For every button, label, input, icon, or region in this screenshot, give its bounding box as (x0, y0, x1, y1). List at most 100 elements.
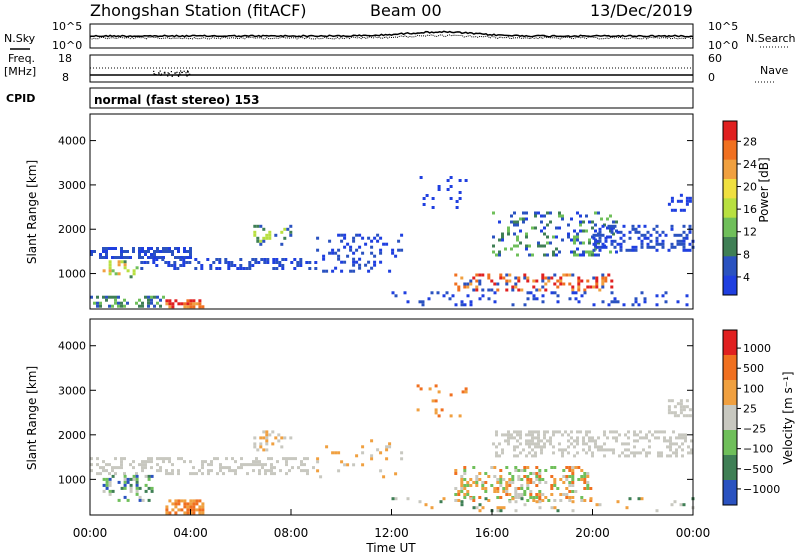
heatmap-cell (264, 463, 267, 467)
heatmap-cell (637, 497, 641, 501)
heatmap-cell (150, 256, 153, 259)
heatmap-cell (267, 457, 270, 461)
heatmap-cell (391, 251, 395, 255)
x-tick-label: 08:00 (274, 526, 309, 540)
heatmap-cell (458, 197, 462, 200)
heatmap-cell (565, 493, 569, 496)
heatmap-cell (646, 230, 650, 234)
heatmap-cell (316, 460, 320, 464)
heatmap-cell (682, 242, 686, 246)
colorbar-tick-label: 8 (743, 248, 750, 261)
heatmap-cell (654, 436, 657, 440)
heatmap-cell (526, 481, 530, 484)
heatmap-cell (519, 430, 522, 434)
heatmap-cell (616, 230, 620, 234)
heatmap-cell (224, 258, 228, 261)
heatmap-cell (239, 264, 243, 267)
heatmap-cell (105, 256, 108, 259)
heatmap-cell (463, 303, 467, 307)
heatmap-cell (185, 261, 189, 264)
heatmap-cell (155, 264, 159, 267)
heatmap-cell (394, 497, 398, 501)
heatmap-cell (201, 466, 204, 470)
heatmap-cell (553, 506, 557, 510)
heatmap-cell (586, 472, 590, 475)
heatmap-cell (274, 436, 278, 440)
heatmap-cell (102, 477, 106, 481)
heatmap-cell (376, 233, 380, 237)
heatmap-cell (352, 239, 356, 243)
heatmap-cell (568, 469, 572, 472)
y-tick-label: 3000 (58, 384, 86, 397)
heatmap-cell (690, 439, 693, 443)
heatmap-cell (571, 273, 575, 277)
heatmap-cell (679, 402, 683, 406)
heatmap-cell (681, 448, 684, 452)
heatmap-cell (649, 239, 653, 243)
heatmap-cell (303, 469, 306, 473)
heatmap-cell (159, 466, 162, 470)
heatmap-cell (138, 498, 142, 502)
heatmap-cell (559, 478, 563, 481)
heatmap-cell (152, 261, 156, 264)
heatmap-cell (634, 227, 638, 231)
heatmap-cell (571, 291, 575, 295)
heatmap-cell (120, 457, 123, 461)
heatmap-cell (475, 478, 479, 481)
heatmap-cell (102, 466, 105, 470)
heatmap-cell (565, 496, 569, 499)
heatmap-cell (664, 291, 668, 295)
heatmap-cell (138, 256, 141, 259)
heatmap-cell (379, 236, 383, 240)
heatmap-cell (586, 487, 590, 490)
heatmap-cell (457, 490, 461, 493)
heatmap-cell (643, 224, 647, 228)
heatmap-cell (337, 254, 341, 258)
heatmap-cell (628, 248, 632, 252)
nave-dropout-dot (168, 73, 170, 75)
colorbar-segment (723, 480, 737, 506)
heatmap-cell (562, 469, 566, 472)
heatmap-cell (150, 460, 153, 464)
heatmap-cell (123, 472, 126, 476)
heatmap-cell (123, 298, 126, 302)
heatmap-cell (534, 451, 537, 455)
heatmap-cell (159, 256, 162, 259)
heatmap-cell (487, 499, 491, 502)
heatmap-cell (460, 487, 464, 490)
heatmap-cell (585, 250, 588, 254)
heatmap-cell (594, 445, 597, 449)
heatmap-cell (685, 399, 689, 403)
heatmap-cell (236, 267, 240, 270)
heatmap-cell (576, 436, 579, 440)
heatmap-cell (687, 451, 690, 455)
heatmap-cell (637, 230, 641, 234)
heatmap-cell (385, 457, 389, 461)
heatmap-cell (105, 298, 108, 302)
heatmap-cell (466, 490, 470, 493)
heatmap-cell (455, 200, 459, 203)
heatmap-cell (288, 469, 291, 473)
colorbar-tick-label: 4 (743, 271, 750, 284)
heatmap-cell (552, 253, 555, 257)
heatmap-cell (513, 436, 516, 440)
heatmap-cell (591, 250, 594, 254)
heatmap-cell (177, 457, 180, 461)
heatmap-cell (259, 239, 263, 243)
heatmap-cell (507, 232, 510, 236)
heatmap-cell (171, 463, 174, 467)
nave-dropout-dot (171, 74, 173, 76)
heatmap-cell (328, 239, 332, 243)
heatmap-cell (262, 236, 266, 240)
freq-label: Freq. (8, 52, 35, 65)
heatmap-cell (616, 500, 620, 504)
heatmap-cell (595, 285, 599, 289)
heatmap-cell (535, 496, 539, 499)
heatmap-cell (400, 233, 404, 237)
heatmap-cell (547, 276, 551, 280)
heatmap-cell (577, 466, 581, 469)
heatmap-cell (529, 493, 533, 496)
heatmap-cell (585, 214, 588, 218)
heatmap-cell (319, 475, 323, 479)
